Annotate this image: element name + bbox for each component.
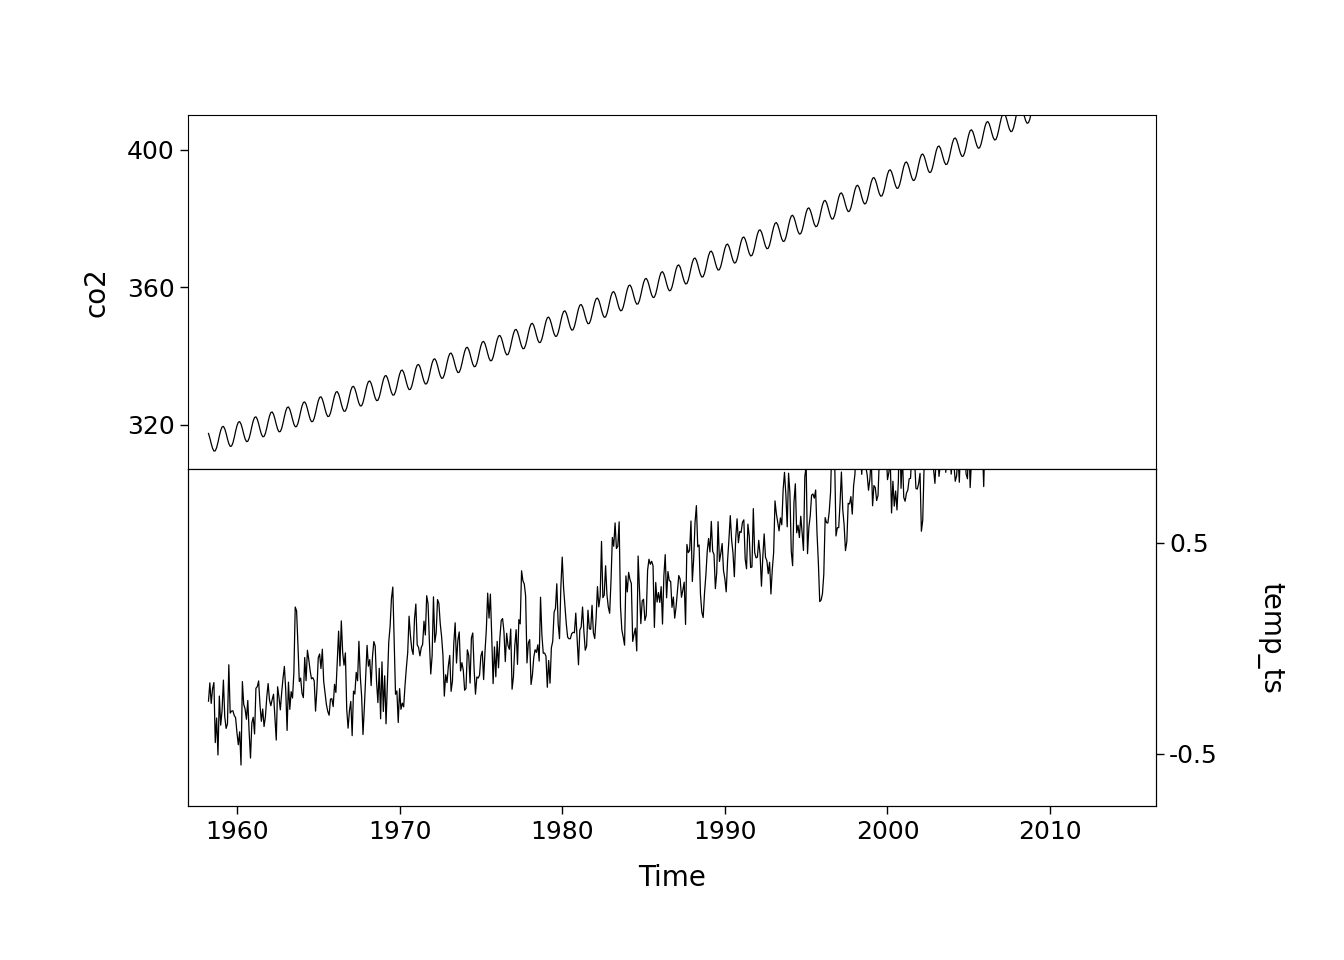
Y-axis label: co2: co2 [82,267,110,317]
X-axis label: Time: Time [638,864,706,893]
Y-axis label: temp_ts: temp_ts [1257,582,1285,694]
